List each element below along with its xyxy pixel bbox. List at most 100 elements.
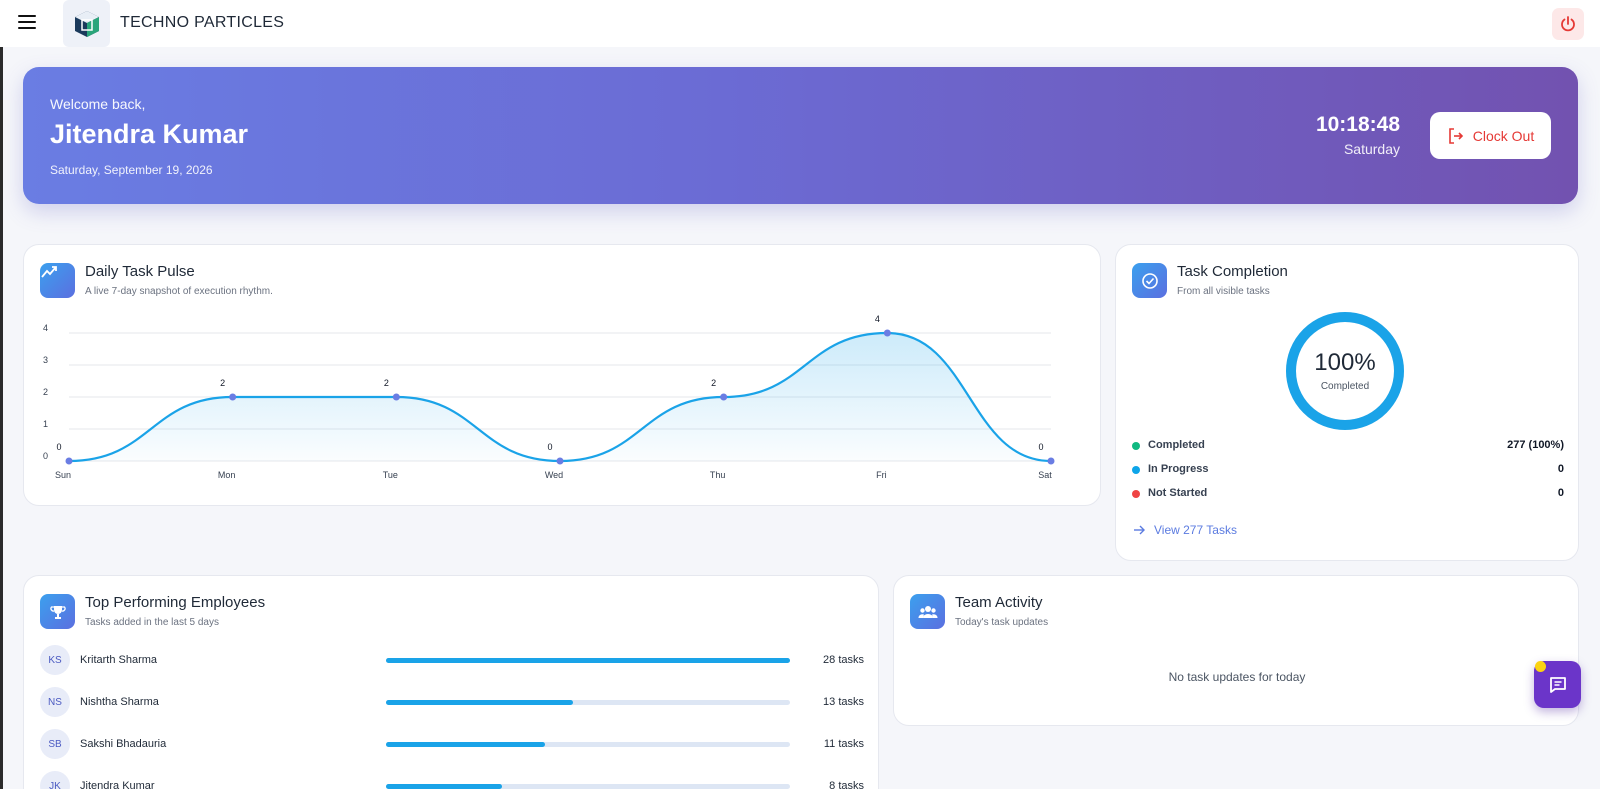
clock-time: 10:18:48 [1315,113,1400,136]
clock-day: Saturday [1343,141,1400,157]
view-tasks-link[interactable]: View 277 Tasks [1132,523,1237,537]
y-tick-label: 4 [43,323,48,333]
employee-row[interactable]: SB Sakshi Bhadauria 11 tasks [40,729,864,761]
avatar: JK [40,771,70,789]
legend-label: Completed [1148,439,1205,451]
data-label: 2 [220,378,225,388]
trophy-icon [40,594,75,629]
card-subtitle: From all visible tasks [1177,286,1270,297]
completion-donut: 100% Completed [1285,311,1405,431]
clock-out-button[interactable]: Clock Out [1430,112,1551,159]
team-activity-card: Team Activity Today's task updates No ta… [893,575,1579,726]
data-label: 0 [547,442,552,452]
x-tick-label: Tue [383,470,398,480]
view-tasks-label: View 277 Tasks [1154,523,1237,537]
legend-completed: Completed 277 (100%) [1132,439,1564,455]
daily-task-pulse-card: 0 1 2 3 4 0 Sun 2 Mon 2 Tue 0 Wed 2 Thu 4 Fri 0 Sat Daily … [23,244,1101,506]
task-bar-fill [386,658,790,663]
arrow-right-icon [1134,525,1145,535]
data-label: 0 [56,442,61,452]
x-tick-label: Thu [710,470,726,480]
x-tick-label: Sun [55,470,71,480]
employee-name: Nishtha Sharma [80,696,159,708]
task-bar-fill [386,700,574,705]
card-title: Daily Task Pulse [85,263,195,280]
employee-row[interactable]: JK Jitendra Kumar 8 tasks [40,771,864,789]
data-point [720,393,728,401]
hamburger-icon[interactable] [18,15,36,31]
y-tick-label: 2 [43,387,48,397]
data-label: 4 [875,314,880,324]
legend-not-started: Not Started 0 [1132,487,1564,503]
user-name: Jitendra Kumar [50,119,249,149]
x-tick-label: Wed [545,470,563,480]
legend-in-progress: In Progress 0 [1132,463,1564,479]
task-bar [386,742,790,747]
chat-icon [1549,676,1566,693]
avatar: KS [40,645,70,675]
data-label: 2 [384,378,389,388]
data-label: 0 [1038,442,1043,452]
legend-value: 0 [1557,463,1564,475]
task-count: 28 tasks [823,654,864,666]
data-label: 2 [711,378,716,388]
legend-dot [1132,490,1140,498]
team-icon [910,594,945,629]
task-count: 11 tasks [823,738,864,750]
power-icon[interactable] [1552,8,1584,40]
window-edge [0,47,3,789]
trend-icon [40,263,75,298]
employee-name: Jitendra Kumar [80,780,155,789]
task-completion-card: Task Completion From all visible tasks 1… [1115,244,1579,561]
employee-row[interactable]: NS Nishtha Sharma 13 tasks [40,687,864,719]
legend-dot [1132,466,1140,474]
check-circle-icon [1132,263,1167,298]
notification-dot [1535,661,1546,672]
card-subtitle: Tasks added in the last 5 days [85,617,219,628]
card-title: Task Completion [1177,263,1288,280]
task-count: 8 tasks [829,780,864,789]
top-bar: TECHNO PARTICLES [0,0,1600,47]
y-tick-label: 0 [43,451,48,461]
chat-button[interactable] [1534,661,1581,708]
card-title: Top Performing Employees [85,594,266,611]
x-tick-label: Sat [1038,470,1052,480]
card-subtitle: Today's task updates [955,617,1049,628]
task-bar-fill [386,742,545,747]
data-point [229,393,237,401]
employee-name: Sakshi Bhadauria [80,738,167,750]
legend-value: 0 [1557,487,1564,499]
completion-caption: Completed [1320,381,1370,392]
task-bar [386,784,790,789]
completion-percent: 100% [1314,349,1376,376]
task-bar [386,658,790,663]
data-point [883,329,891,337]
empty-state: No task updates for today [1168,670,1306,684]
logout-icon [1448,127,1463,144]
daily-task-pulse-chart: 0 1 2 3 4 0 Sun 2 Mon 2 Tue 0 Wed 2 Thu 4 Fri 0 Sat [43,314,1055,480]
top-employees-card: Top Performing Employees Tasks added in … [23,575,879,789]
clock-out-label: Clock Out [1472,127,1535,144]
y-tick-label: 1 [43,419,48,429]
employee-row[interactable]: KS Kritarth Sharma 28 tasks [40,645,864,677]
brand-name: TECHNO PARTICLES [120,14,285,31]
data-point [1047,457,1055,465]
welcome-text: Welcome back, [50,96,146,112]
cube-logo[interactable] [63,0,110,47]
legend-dot [1132,442,1140,450]
card-title: Team Activity [955,594,1043,611]
avatar: SB [40,729,70,759]
data-point [392,393,400,401]
y-tick-label: 3 [43,355,48,365]
task-bar-fill [386,784,502,789]
legend-label: In Progress [1148,463,1209,475]
employee-name: Kritarth Sharma [80,654,158,666]
task-bar [386,700,790,705]
x-tick-label: Mon [218,470,236,480]
data-point [65,457,73,465]
avatar: NS [40,687,70,717]
card-subtitle: A live 7-day snapshot of execution rhyth… [85,286,273,297]
x-tick-label: Fri [876,470,887,480]
current-date: Saturday, September 19, 2026 [50,163,213,177]
legend-label: Not Started [1148,487,1208,499]
